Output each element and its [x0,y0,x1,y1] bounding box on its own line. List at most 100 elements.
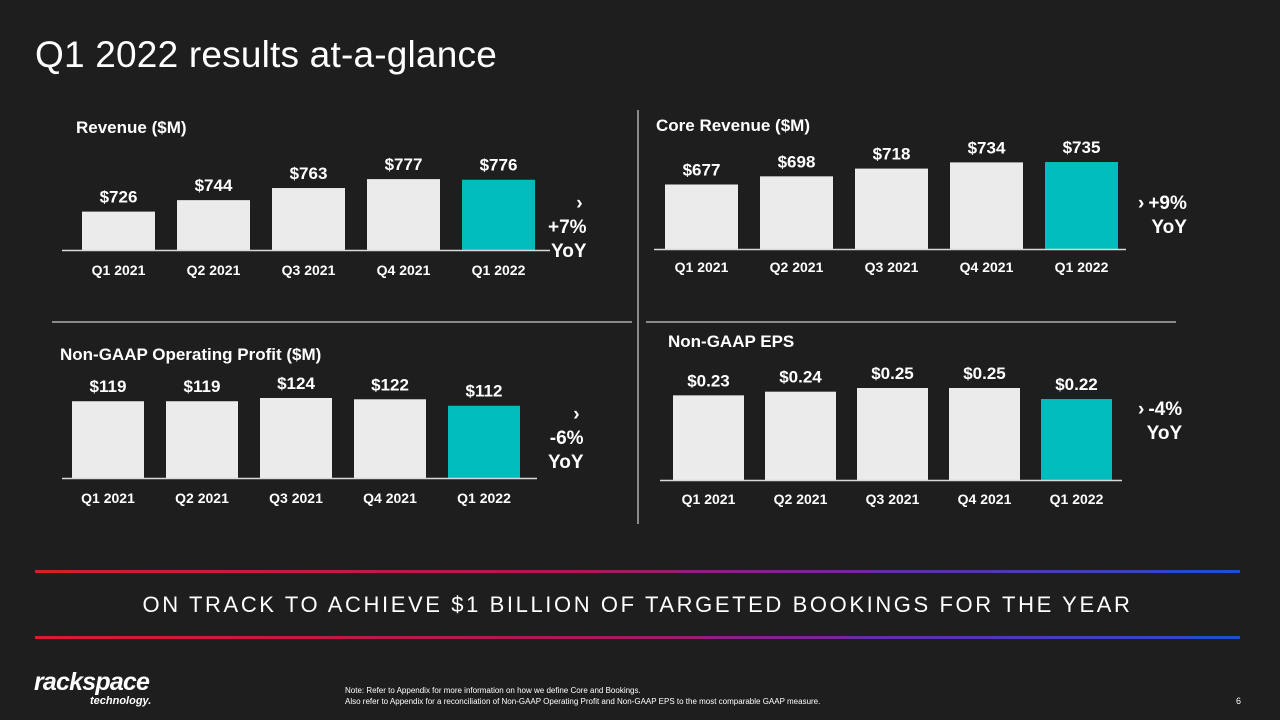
vertical-divider [637,110,639,524]
bar-q2-2021 [166,401,238,478]
tick-label: Q3 2021 [282,262,336,278]
tick-label: Q1 2022 [457,490,511,506]
chart-title: Non-GAAP Operating Profit ($M) [60,345,322,364]
bar-q1-2021 [665,184,738,249]
tick-label: Q2 2021 [770,259,824,275]
chevron-right-icon: › [573,404,580,425]
bar-q4-2021 [949,388,1020,480]
bar-q1-2021 [72,401,144,478]
chevron-right-icon: › [1138,193,1145,214]
bar-q2-2021 [760,176,833,249]
bar-q2-2021 [177,200,250,250]
footnote-line: Note: Refer to Appendix for more informa… [345,686,641,695]
tick-label: Q4 2021 [363,490,417,506]
data-label: $119 [90,377,127,396]
bar-q1-2022 [462,179,535,250]
data-label: $734 [968,138,1006,157]
data-label: $677 [683,160,721,179]
yoy-unit: YoY [551,241,587,262]
tick-label: Q3 2021 [269,490,323,506]
logo-wordmark: rackspace [34,668,150,696]
data-label: $698 [778,152,816,171]
data-label: $0.23 [687,371,730,390]
revenue-chart: Revenue ($M) $726 Q1 2021 $744 Q2 2021 $763 Q… [0,100,587,290]
bar-q3-2021 [855,168,928,249]
bar-q4-2021 [354,399,426,478]
yoy-change: -6% [549,428,584,449]
chart-title: Non-GAAP EPS [668,332,795,351]
tick-label: Q4 2021 [960,259,1014,275]
tick-label: Q2 2021 [774,491,828,507]
yoy-indicator: › -6% YoY [548,403,584,475]
tick-label: Q1 2021 [81,490,135,506]
bar-q4-2021 [950,162,1023,249]
yoy-change: +7% [548,217,587,238]
banner-bottom-rule [35,636,1240,639]
tick-label: Q4 2021 [958,491,1012,507]
data-label: $777 [385,155,423,174]
bar-q1-2022 [448,405,520,478]
core-revenue-chart: Core Revenue ($M) $677 Q1 2021 $698 Q2 2021… [640,100,1200,290]
bar-q4-2021 [367,179,440,250]
bar-q1-2021 [673,395,744,480]
yoy-indicator: › +7% YoY [548,192,587,264]
yoy-change: +9% [1148,193,1187,214]
tick-label: Q1 2021 [675,259,729,275]
yoy-indicator: › +9% YoY [1138,192,1187,240]
chevron-right-icon: › [576,193,583,214]
page-number: 6 [1236,696,1242,706]
tick-label: Q2 2021 [187,262,241,278]
chart-title: Core Revenue ($M) [656,116,810,135]
data-label: $0.25 [963,364,1006,383]
bar-q2-2021 [765,391,836,480]
footnote-line: Also refer to Appendix for a reconciliat… [345,697,821,706]
tick-label: Q1 2022 [1050,491,1104,507]
bar-q3-2021 [857,388,928,480]
yoy-change: -4% [1148,399,1183,420]
yoy-indicator: › -4% YoY [1138,398,1182,446]
tick-label: Q3 2021 [866,491,920,507]
bar-q1-2021 [82,211,155,250]
horizontal-divider-left [52,321,632,323]
revenue-bars: $726 Q1 2021 $744 Q2 2021 $763 Q3 2021 $777 Q4 … [62,155,550,278]
data-label: $0.24 [779,368,822,387]
bar-q3-2021 [272,188,345,250]
horizontal-divider-right [646,321,1176,323]
chevron-right-icon: › [1138,399,1145,420]
data-label: $124 [277,374,315,393]
data-label: $763 [290,164,328,183]
yoy-unit: YoY [1151,217,1187,238]
bar-q3-2021 [260,398,332,478]
tick-label: Q4 2021 [377,262,431,278]
tick-label: Q1 2022 [1055,259,1109,275]
data-label: $726 [100,188,138,207]
operating-profit-chart: Non-GAAP Operating Profit ($M) $119 Q1 20… [0,330,584,520]
data-label: $0.22 [1055,375,1098,394]
page-title: Q1 2022 results at-a-glance [35,34,497,75]
data-label: $735 [1063,138,1101,157]
data-label: $744 [195,176,233,195]
logo-subtext: technology. [90,695,152,707]
tick-label: Q1 2022 [472,262,526,278]
data-label: $0.25 [871,364,914,383]
core-revenue-bars: $677 Q1 2021 $698 Q2 2021 $718 Q3 2021 $734 Q4 … [654,138,1126,275]
data-label: $112 [466,382,503,401]
bookings-banner: ON TRACK TO ACHIEVE $1 BILLION OF TARGET… [142,592,1133,617]
yoy-unit: YoY [548,452,584,473]
tick-label: Q1 2021 [682,491,736,507]
yoy-unit: YoY [1146,423,1183,444]
data-label: $122 [371,375,409,394]
rackspace-logo: rackspace technology. [34,668,164,712]
operating-profit-bars: $119 Q1 2021 $119 Q2 2021 $124 Q3 2021 $122 Q4 … [62,374,537,506]
tick-label: Q2 2021 [175,490,229,506]
eps-bars: $0.23 Q1 2021 $0.24 Q2 2021 $0.25 Q3 2021 $0.2… [660,364,1122,507]
eps-chart: Non-GAAP EPS $0.23 Q1 2021 $0.24 Q2 2021 $0.… [640,330,1200,520]
data-label: $119 [184,377,221,396]
tick-label: Q3 2021 [865,259,919,275]
chart-title: Revenue ($M) [76,118,187,137]
data-label: $718 [873,145,911,164]
footnote: Note: Refer to Appendix for more informa… [345,685,820,707]
bar-q1-2022 [1041,399,1112,480]
bar-q1-2022 [1045,162,1118,249]
data-label: $776 [480,156,518,175]
